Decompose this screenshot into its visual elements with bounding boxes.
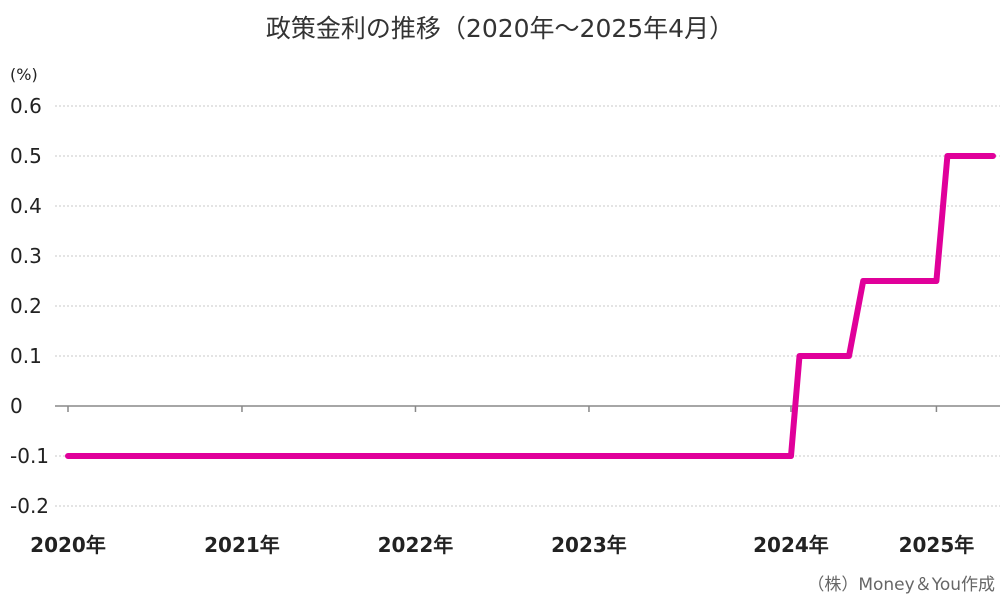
x-axis-ticks: 2020年 2021年 2022年 2023年 2024年 2025年	[30, 406, 974, 557]
data-point	[992, 155, 994, 157]
data-point	[848, 355, 850, 357]
y-tick-label: 0.6	[10, 94, 42, 118]
x-tick-label: 2025年	[899, 533, 975, 557]
y-tick-label: -0.1	[10, 444, 49, 468]
y-tick-label: -0.2	[10, 494, 49, 518]
data-point	[67, 455, 69, 457]
data-point	[946, 155, 948, 157]
data-point	[790, 455, 792, 457]
y-tick-label: 0.2	[10, 294, 42, 318]
y-axis-unit-label: (%)	[10, 65, 38, 84]
source-credit: （株）Money＆You作成	[807, 575, 995, 595]
x-tick-label: 2023年	[551, 533, 627, 557]
data-point	[935, 280, 937, 282]
y-axis-ticks: 0.6 0.5 0.4 0.3 0.2 0.1 0 -0.1 -0.2	[10, 94, 49, 518]
x-tick-label: 2022年	[378, 533, 454, 557]
x-tick-label: 2024年	[753, 533, 829, 557]
x-tick-label: 2021年	[204, 533, 280, 557]
y-tick-label: 0.5	[10, 144, 42, 168]
policy-rate-line	[65, 153, 996, 459]
y-tick-label: 0.4	[10, 194, 42, 218]
chart-title: 政策金利の推移（2020年～2025年4月）	[266, 14, 734, 43]
y-tick-label: 0.1	[10, 344, 42, 368]
data-point	[799, 355, 801, 357]
data-point	[862, 280, 864, 282]
y-tick-label: 0	[10, 394, 23, 418]
x-tick-label: 2020年	[30, 533, 106, 557]
y-tick-label: 0.3	[10, 244, 42, 268]
series-layer	[65, 153, 996, 459]
